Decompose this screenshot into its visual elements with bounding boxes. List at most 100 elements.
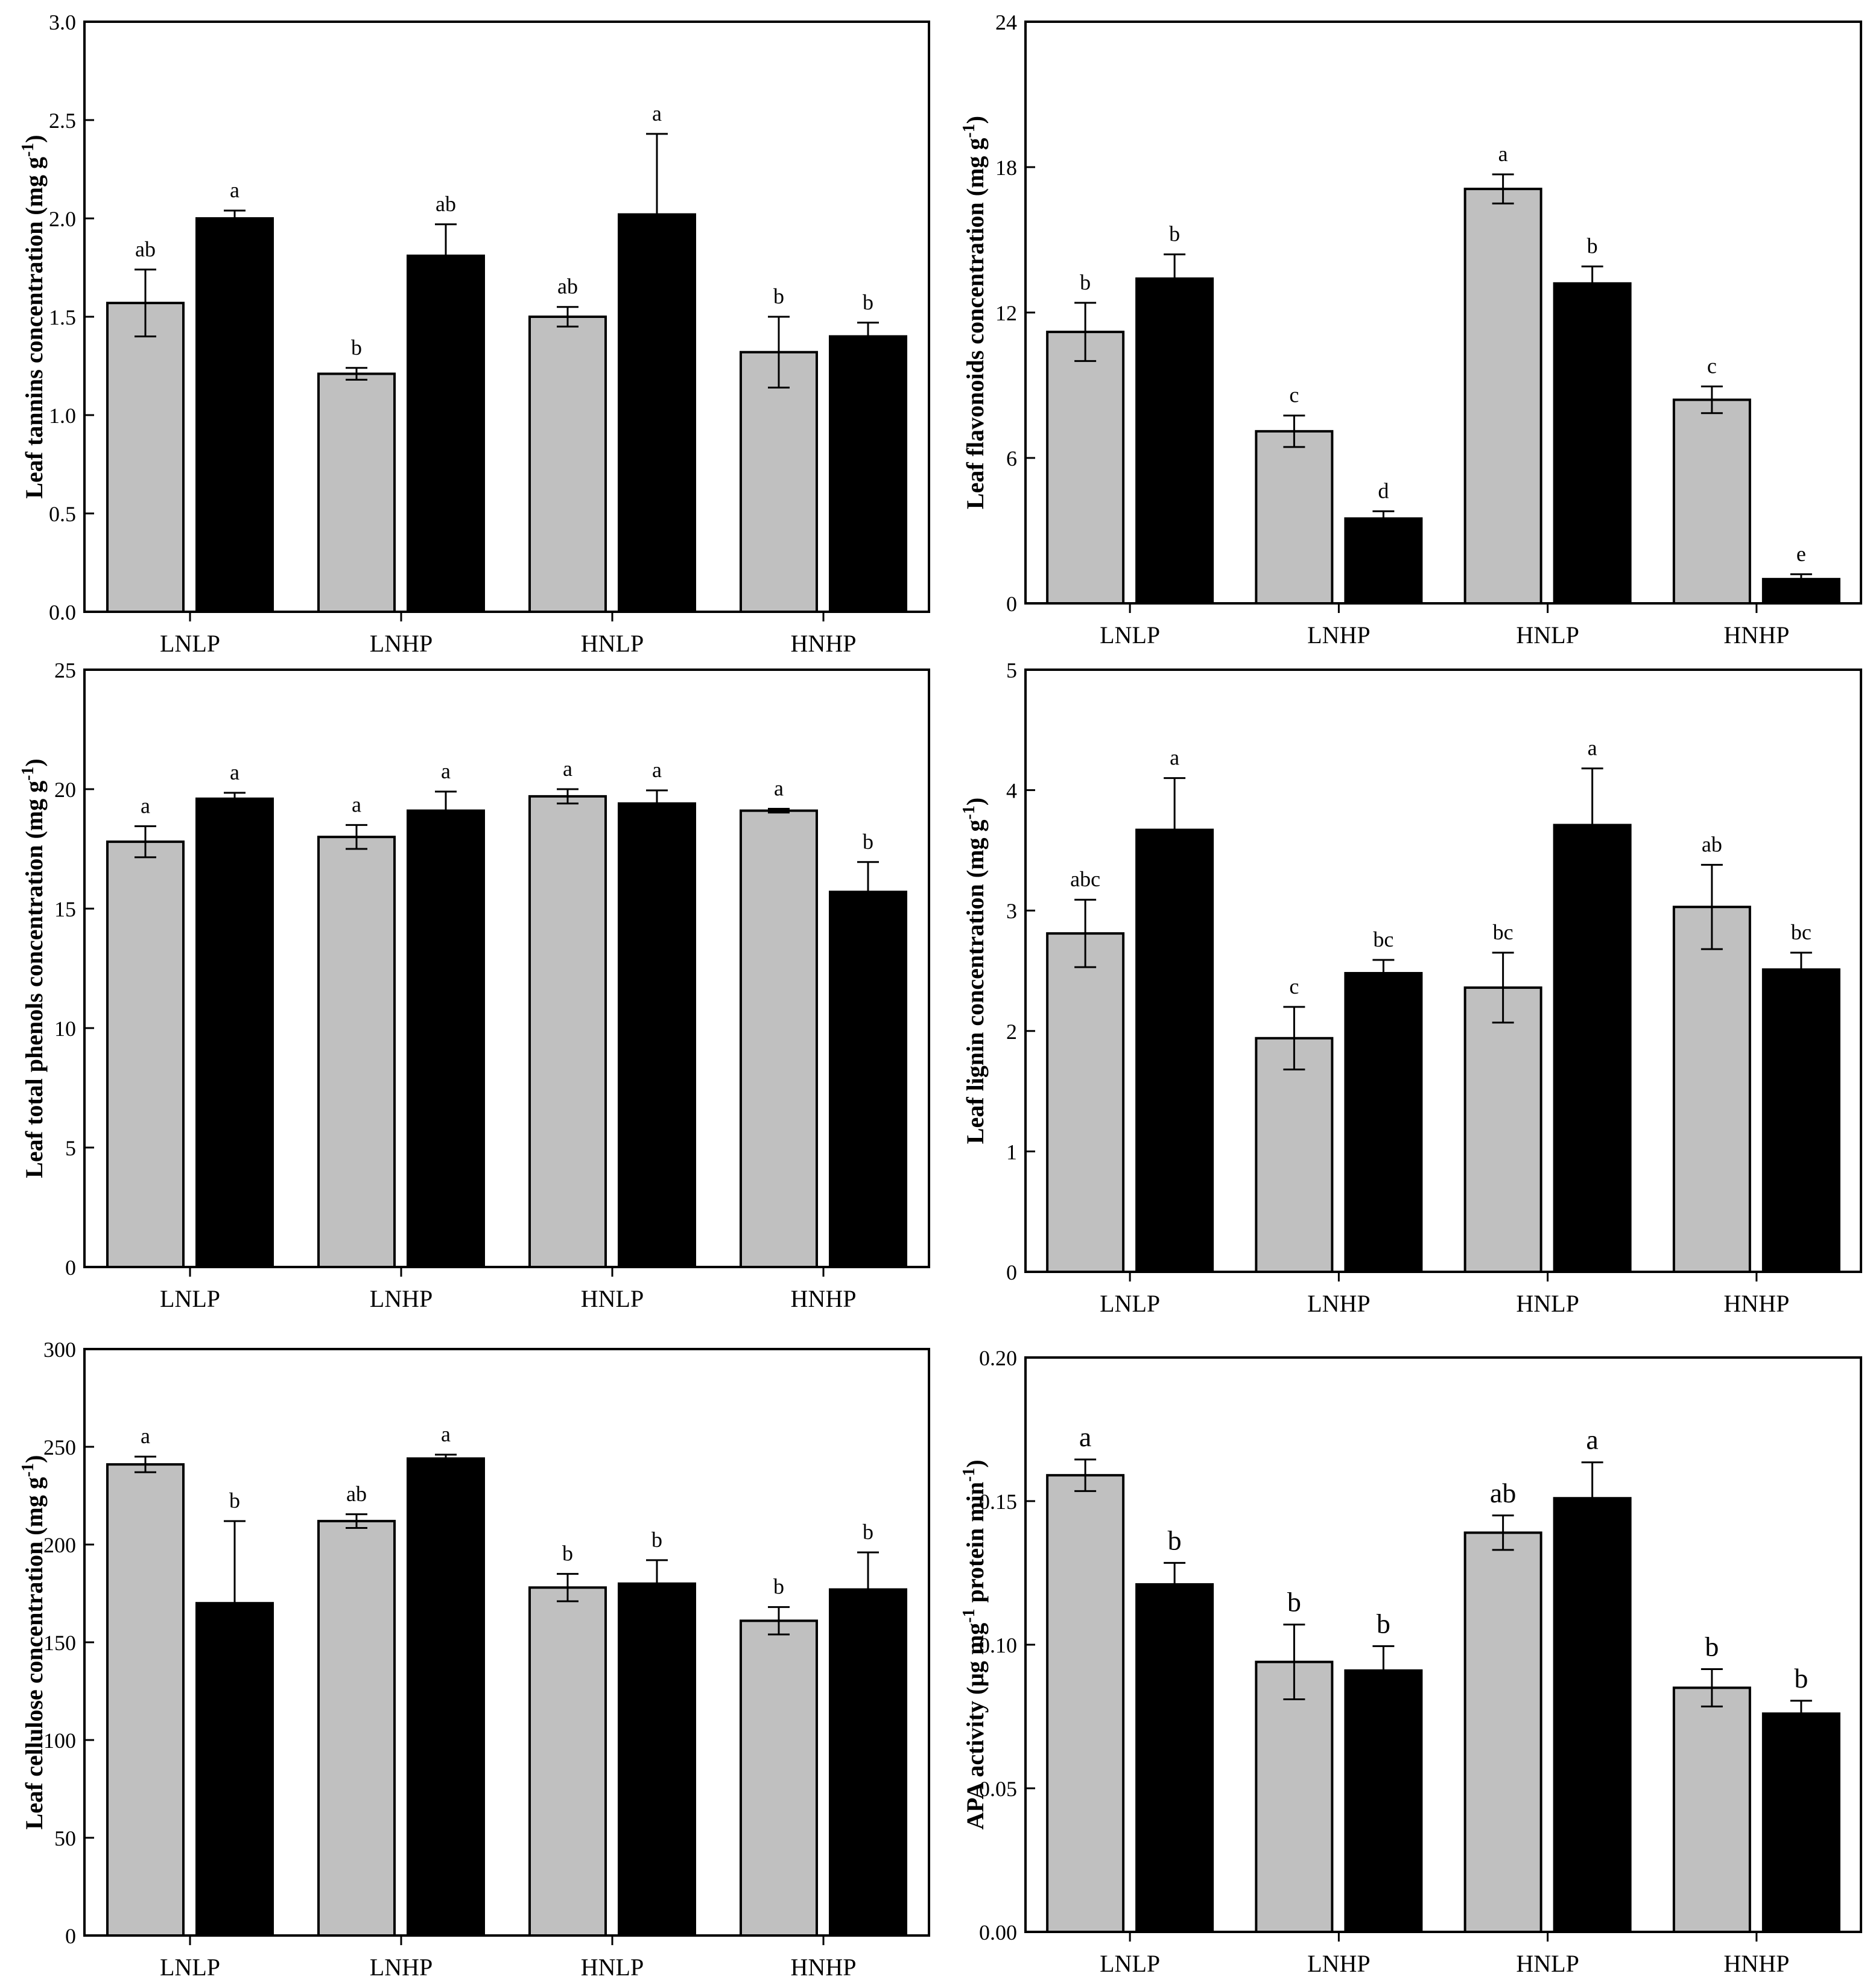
y-tick-label: 20 bbox=[54, 778, 76, 802]
bar-hnlp-grey bbox=[1463, 188, 1542, 605]
chart-svg: a a a a a a a b 0 5 10 15 20 25 LNLP LNHP HNLP HNHP Leaf t… bbox=[19, 658, 930, 1312]
x-tick-label: HNHP bbox=[1723, 1950, 1789, 1977]
bar-lnlp-grey bbox=[1046, 331, 1125, 605]
x-tick-label: LNHP bbox=[1307, 1950, 1370, 1977]
significance-letter: ab bbox=[135, 237, 156, 261]
significance-letter: a bbox=[1586, 1424, 1598, 1455]
x-tick-label: HNHP bbox=[791, 1954, 857, 1981]
significance-letter: b bbox=[1377, 1608, 1390, 1639]
y-axis-title: Leaf flavonoids concentration (mg g-1) bbox=[960, 116, 989, 509]
bar-hnlp-grey bbox=[1463, 986, 1542, 1273]
significance-letter: e bbox=[1796, 542, 1806, 566]
bar-lnlp-black bbox=[1135, 1583, 1214, 1934]
y-tick-label: 1 bbox=[1006, 1140, 1017, 1164]
x-tick-label: LNHP bbox=[1307, 621, 1370, 649]
bar-hnhp-grey bbox=[1672, 906, 1751, 1274]
bar-hnhp-grey bbox=[740, 809, 818, 1268]
significance-letter: b bbox=[863, 1520, 873, 1544]
y-tick-label: 5 bbox=[65, 1136, 76, 1160]
y-tick-label: 0 bbox=[65, 1924, 76, 1948]
y-axis-title: Leaf cellulose concentration (mg g-1) bbox=[19, 1455, 48, 1830]
significance-letter: b bbox=[863, 290, 873, 314]
x-tick-label: HNLP bbox=[1516, 1290, 1579, 1317]
bar-hnlp-black bbox=[1553, 282, 1632, 605]
bar-hnlp-grey bbox=[528, 316, 607, 613]
chart-panel-3: a a a a a a a b 0 5 10 15 20 25 LNLP LNHP HNLP HNHP Leaf t… bbox=[18, 658, 947, 1327]
x-tick-label: LNHP bbox=[370, 1285, 433, 1312]
significance-letter: a bbox=[441, 1422, 451, 1446]
x-tick-label: HNHP bbox=[1723, 621, 1789, 649]
x-tick-label: HNHP bbox=[1723, 1290, 1789, 1317]
y-tick-label: 12 bbox=[995, 301, 1017, 325]
bar-lnhp-grey bbox=[1255, 430, 1334, 605]
significance-letter: b bbox=[1287, 1587, 1301, 1618]
bar-hnhp-black bbox=[829, 891, 907, 1268]
x-tick-label: HNLP bbox=[1516, 1950, 1579, 1977]
y-tick-label: 200 bbox=[43, 1533, 76, 1557]
x-tick-label: HNLP bbox=[1516, 621, 1579, 649]
bar-lnlp-black bbox=[195, 797, 274, 1268]
bar-hnlp-black bbox=[618, 1582, 696, 1937]
significance-letter: c bbox=[1289, 383, 1299, 407]
y-tick-label: 2.0 bbox=[49, 207, 76, 231]
significance-letter: b bbox=[1587, 234, 1598, 258]
y-tick-label: 300 bbox=[43, 1338, 76, 1362]
significance-letter: b bbox=[1169, 222, 1180, 246]
bar-lnhp-black bbox=[1344, 1669, 1423, 1934]
bar-lnhp-black bbox=[407, 254, 485, 613]
bar-hnhp-grey bbox=[1672, 398, 1751, 605]
bar-lnlp-grey bbox=[106, 1463, 185, 1937]
y-tick-label: 50 bbox=[54, 1826, 76, 1850]
chart-panel-2: b c a c b d b e 0 6 12 18 24 LNLP LNHP HNLP HNHP Leaf fla… bbox=[950, 0, 1867, 658]
y-axis-title: Leaf lignin concentration (mg g-1) bbox=[960, 798, 989, 1144]
significance-letter: a bbox=[1170, 746, 1179, 770]
bar-lnhp-black bbox=[407, 809, 485, 1268]
y-tick-label: 0.0 bbox=[49, 600, 76, 624]
y-axis-title: Leaf tannins concentration (mg g-1) bbox=[19, 135, 48, 498]
x-tick-label: LNLP bbox=[160, 1954, 220, 1981]
bar-lnlp-black bbox=[1135, 277, 1214, 605]
significance-letter: a bbox=[230, 178, 239, 202]
bar-hnhp-grey bbox=[740, 1619, 818, 1937]
x-tick-label: HNLP bbox=[581, 630, 644, 657]
plot-frame bbox=[83, 668, 930, 1268]
significance-letter: ab bbox=[557, 275, 578, 299]
bar-lnlp-grey bbox=[1046, 1474, 1125, 1934]
bar-hnlp-black bbox=[1553, 824, 1632, 1273]
y-tick-label: 6 bbox=[1006, 446, 1017, 471]
y-tick-label: 0 bbox=[65, 1256, 76, 1280]
y-axis-title: APA activity (μg mg-1 protein min-1) bbox=[960, 1459, 989, 1829]
significance-letter: bc bbox=[1373, 927, 1393, 951]
y-tick-label: 150 bbox=[43, 1631, 76, 1655]
bar-hnhp-grey bbox=[740, 351, 818, 613]
x-tick-label: LNHP bbox=[370, 630, 433, 657]
bar-lnhp-black bbox=[407, 1457, 485, 1937]
bar-lnhp-grey bbox=[317, 836, 396, 1268]
y-tick-label: 0.5 bbox=[49, 502, 76, 526]
significance-letter: ab bbox=[1702, 832, 1722, 856]
y-tick-label: 250 bbox=[43, 1435, 76, 1459]
significance-letter: b bbox=[1080, 270, 1091, 294]
significance-letter: bc bbox=[1493, 920, 1514, 944]
bar-hnlp-black bbox=[1553, 1497, 1632, 1933]
plot-frame bbox=[1024, 668, 1862, 1273]
significance-letter: ab bbox=[436, 192, 456, 216]
chart-panel-4: abc c bc ab a bc a bc 0 1 2 3 4 5 LNLP LNHP HNLP HNHP Leaf… bbox=[950, 658, 1867, 1327]
x-tick-label: LNLP bbox=[160, 630, 220, 657]
significance-letter: b bbox=[1794, 1663, 1808, 1694]
significance-letter: d bbox=[1378, 478, 1389, 503]
bar-hnhp-black bbox=[829, 1588, 907, 1937]
bar-lnlp-black bbox=[195, 217, 274, 613]
significance-letter: b bbox=[1705, 1631, 1719, 1662]
bar-lnhp-black bbox=[1344, 517, 1423, 605]
significance-letter: a bbox=[563, 757, 572, 781]
y-tick-label: 3.0 bbox=[49, 10, 76, 34]
chart-panel-1: ab b ab b a ab a b 0.0 0.5 1.0 1.5 2.0 2.5 3.0 LNLP LNHP… bbox=[18, 0, 947, 658]
significance-letter: b bbox=[651, 1528, 662, 1552]
significance-letter: a bbox=[141, 1424, 150, 1448]
y-tick-label: 1.5 bbox=[49, 305, 76, 329]
x-tick-label: LNLP bbox=[1100, 621, 1160, 649]
significance-letter: ab bbox=[1490, 1478, 1516, 1508]
